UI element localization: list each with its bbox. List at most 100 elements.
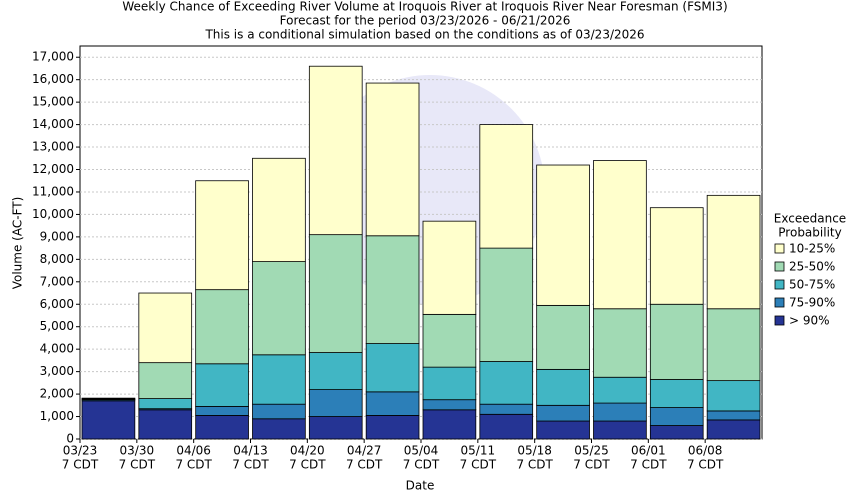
bar-segment [706, 410, 761, 421]
y-tick-label: 8,000 [40, 252, 74, 266]
bar-segment [706, 194, 761, 310]
legend-swatch [774, 261, 785, 272]
bar-segment [706, 419, 761, 440]
legend-swatch [774, 297, 785, 308]
x-tick-label: 7 CDT [687, 458, 724, 472]
x-tick-label: 05/11 [461, 444, 496, 458]
x-tick-label: 7 CDT [119, 458, 156, 472]
bar-segment [138, 362, 193, 399]
bar-segment [706, 308, 761, 382]
bar-segment [422, 313, 477, 368]
x-tick-label: 04/27 [347, 444, 382, 458]
x-tick-label: 7 CDT [289, 458, 326, 472]
bar-segment [422, 399, 477, 411]
bar-segment [649, 425, 704, 440]
bar-segment [252, 261, 306, 356]
legend-swatch [774, 279, 785, 290]
bar-segment [81, 400, 136, 440]
y-tick-label: 17,000 [32, 50, 74, 64]
bar-segment [195, 180, 249, 291]
bar-segment [593, 376, 647, 404]
y-tick-label: 3,000 [40, 364, 74, 378]
x-tick-label: 7 CDT [573, 458, 610, 472]
bar-segment [479, 413, 534, 440]
bar-segment [536, 304, 590, 370]
legend-label: > 90% [789, 314, 830, 328]
bar-segment [536, 164, 590, 306]
bar-segment [138, 398, 193, 410]
bar-segment [479, 403, 534, 415]
x-tick-label: 7 CDT [232, 458, 269, 472]
bar-segment [308, 389, 363, 417]
y-tick-label: 15,000 [32, 95, 74, 109]
bar-segment [649, 207, 704, 305]
legend-label: 25-50% [789, 260, 835, 274]
bar-segment [536, 368, 590, 406]
y-tick-label: 5,000 [40, 319, 74, 333]
x-tick-label: 03/23 [63, 444, 98, 458]
x-tick-label: 03/30 [120, 444, 155, 458]
bar-segment [252, 403, 306, 420]
bar-segment [308, 234, 363, 353]
bar-segment [308, 352, 363, 390]
x-tick-label: 7 CDT [62, 458, 99, 472]
bar-segment [195, 363, 249, 407]
x-tick-label: 04/13 [233, 444, 268, 458]
bar-segment [365, 343, 420, 393]
bar-segment [252, 354, 306, 405]
bar-segment [593, 402, 647, 422]
y-tick-label: 4,000 [40, 342, 74, 356]
x-tick-label: 7 CDT [460, 458, 497, 472]
bar-segment [422, 220, 477, 315]
x-tick-label: 04/20 [290, 444, 325, 458]
y-tick-label: 9,000 [40, 229, 74, 243]
bar-segment [365, 82, 420, 237]
bar-segment [649, 303, 704, 380]
bar-segment [308, 65, 363, 236]
y-tick-label: 16,000 [32, 72, 74, 86]
x-tick-label: 06/08 [688, 444, 723, 458]
legend-title: Probability [778, 226, 841, 240]
bar-segment [365, 235, 420, 344]
x-tick-label: 05/18 [517, 444, 552, 458]
bar-segment [706, 380, 761, 412]
bar-segment [593, 160, 647, 310]
bar-segment [308, 416, 363, 440]
y-tick-label: 11,000 [32, 184, 74, 198]
bar-segment [479, 124, 534, 249]
x-tick-label: 7 CDT [516, 458, 553, 472]
y-tick-label: 10,000 [32, 207, 74, 221]
y-tick-label: 7,000 [40, 274, 74, 288]
x-tick-label: 7 CDT [346, 458, 383, 472]
chart-title: Weekly Chance of Exceeding River Volume … [122, 0, 727, 14]
bar-segment [536, 404, 590, 422]
legend-label: 75-90% [789, 296, 835, 310]
bar-segment [649, 379, 704, 408]
chart-note: This is a conditional simulation based o… [204, 28, 644, 42]
bar-segment [422, 366, 477, 401]
x-tick-label: 05/04 [404, 444, 439, 458]
bar-segment [81, 397, 136, 400]
bar-segment [195, 289, 249, 365]
legend-title: Exceedance [774, 212, 846, 226]
x-axis-label: Date [406, 479, 435, 493]
bar-segment [479, 247, 534, 362]
chart-subtitle: Forecast for the period 03/23/2026 - 06/… [280, 14, 571, 28]
y-tick-label: 13,000 [32, 140, 74, 154]
y-axis-label: Volume (AC-FT) [11, 197, 25, 290]
bar-segment [138, 292, 193, 364]
legend-label: 50-75% [789, 278, 835, 292]
bar-segment [593, 308, 647, 378]
bar-segment [536, 420, 590, 440]
x-tick-label: 06/01 [631, 444, 666, 458]
x-tick-label: 7 CDT [175, 458, 212, 472]
bar-segment [252, 157, 306, 262]
y-tick-label: 6,000 [40, 297, 74, 311]
bar-segment [195, 406, 249, 416]
y-tick-label: 12,000 [32, 162, 74, 176]
y-tick-label: 1,000 [40, 409, 74, 423]
x-tick-label: 7 CDT [403, 458, 440, 472]
y-tick-label: 0 [66, 432, 74, 446]
bar-segment [195, 415, 249, 440]
